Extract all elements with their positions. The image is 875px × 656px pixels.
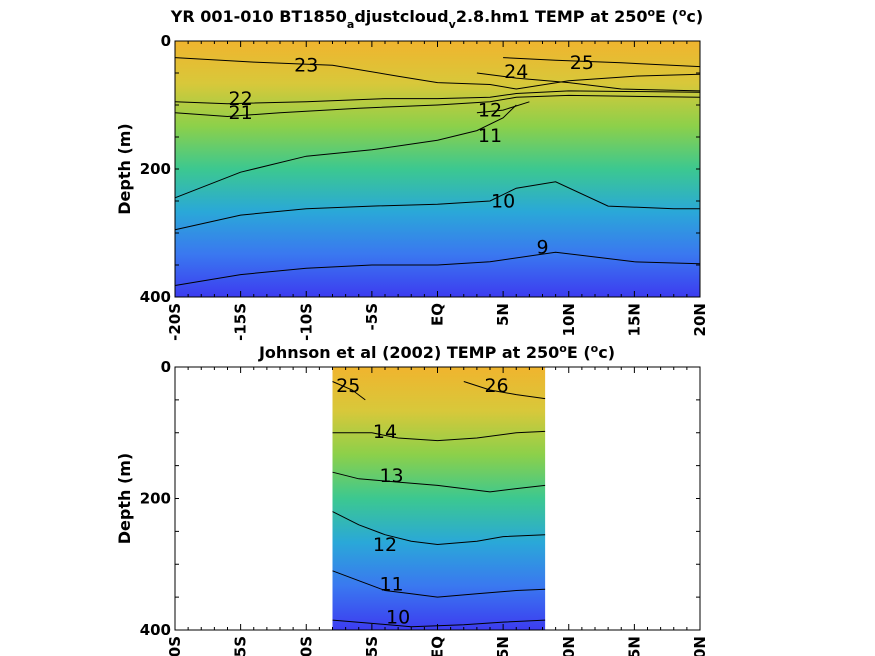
contour-label-22: 22: [229, 88, 253, 110]
contour-label-25: 25: [570, 52, 594, 74]
y-tick-label: 400: [140, 621, 171, 639]
contour-line-23: [174, 57, 701, 90]
chart-title: Johnson et al (2002) TEMP at 250oE (oc): [258, 342, 615, 362]
x-tick-label: -10S: [297, 303, 315, 341]
x-tick-label: 5N: [494, 636, 512, 656]
x-tick-label: 20N: [691, 636, 709, 656]
x-tick-label: 10N: [560, 636, 578, 656]
y-axis-label: Depth (m): [115, 453, 134, 545]
y-tick-label: 200: [140, 490, 171, 508]
contour-line-10: [174, 181, 700, 231]
x-tick-label: -20S: [166, 303, 184, 341]
x-tick-label: 15N: [625, 303, 643, 336]
contour-label-9: 9: [536, 236, 548, 258]
x-tick-label: -20S: [166, 636, 184, 656]
x-tick-label: EQ: [429, 303, 447, 326]
contour-line-13: [332, 471, 546, 493]
x-tick-label: -15S: [232, 303, 250, 341]
contour-line-14: [332, 430, 546, 442]
contour-label-14: 14: [373, 421, 397, 443]
contour-line-25: [503, 57, 701, 68]
contour-label-11: 11: [379, 574, 403, 596]
x-tick-label: 10N: [560, 303, 578, 336]
y-tick-label: 0: [161, 358, 171, 376]
temperature-field: [332, 367, 546, 630]
y-tick-label: 0: [161, 32, 171, 50]
contour-label-25: 25: [336, 375, 360, 397]
x-tick-label: -5S: [363, 303, 381, 330]
contour-label-12: 12: [373, 534, 397, 556]
x-tick-label: 20N: [691, 303, 709, 336]
contour-line-12: [476, 101, 530, 114]
contour-label-24: 24: [504, 61, 528, 83]
contour-line-24: [476, 72, 701, 92]
chart-title: YR 001-010 BT1850adjustcloudv2.8.hm1 TEM…: [170, 6, 703, 31]
x-tick-label: 15N: [625, 636, 643, 656]
y-axis-label: Depth (m): [115, 123, 134, 215]
contour-label-23: 23: [294, 55, 318, 77]
x-tick-label: EQ: [429, 636, 447, 656]
contour-label-10: 10: [491, 190, 515, 212]
contour-label-21: 21: [229, 102, 253, 124]
contour-label-11: 11: [478, 125, 502, 147]
y-tick-label: 400: [140, 288, 171, 306]
contour-line-11: [174, 104, 517, 199]
contour-line-21: [174, 94, 701, 118]
chart-panel-2: 25 26 14 13 12 11 10 -20S -15S -10S -5S EQ 5N 10N 15N 2…: [115, 342, 709, 656]
temperature-field: [175, 41, 700, 297]
x-tick-label: 5N: [494, 303, 512, 326]
contour-label-12: 12: [478, 100, 502, 122]
contour-line-25: [332, 381, 366, 401]
x-tick-label: -10S: [297, 636, 315, 656]
contour-line-12: [332, 511, 546, 546]
contour-label-26: 26: [484, 375, 508, 397]
y-tick-label: 200: [140, 160, 171, 178]
contour-line-11: [332, 570, 546, 598]
contour-line-22: [174, 90, 701, 105]
contour-label-13: 13: [379, 465, 403, 487]
contour-label-10: 10: [386, 606, 410, 628]
contour-line-26: [463, 381, 546, 400]
x-tick-label: -15S: [232, 636, 250, 656]
x-tick-label: -5S: [363, 636, 381, 656]
contour-line-9: [174, 251, 701, 286]
